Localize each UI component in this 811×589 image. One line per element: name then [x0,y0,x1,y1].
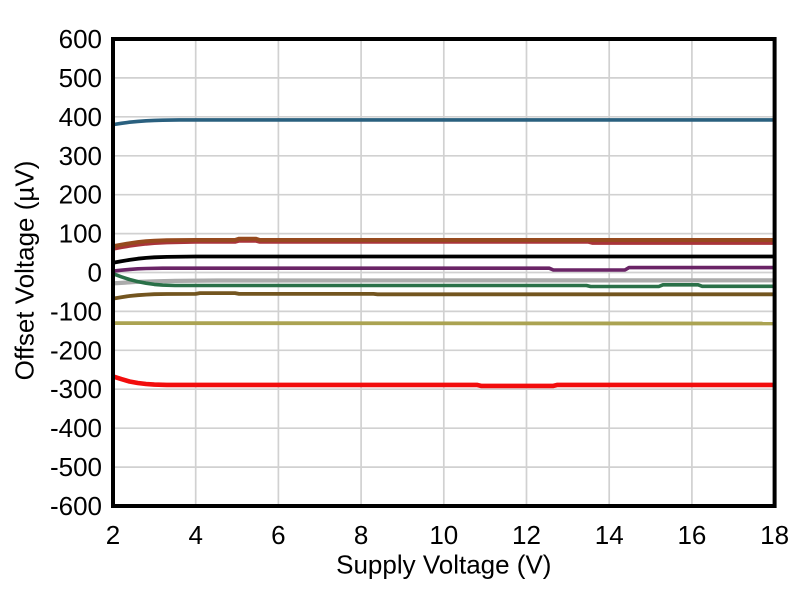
svg-text:10: 10 [429,520,458,550]
svg-text:4: 4 [188,520,202,550]
svg-text:600: 600 [59,24,102,54]
svg-text:-600: -600 [50,491,102,521]
svg-text:-100: -100 [50,296,102,326]
svg-text:12: 12 [512,520,541,550]
svg-text:400: 400 [59,102,102,132]
svg-text:14: 14 [595,520,624,550]
svg-text:0: 0 [88,258,102,288]
svg-text:-300: -300 [50,374,102,404]
svg-text:Supply Voltage (V): Supply Voltage (V) [336,550,551,580]
svg-text:200: 200 [59,180,102,210]
svg-text:6: 6 [271,520,285,550]
svg-text:Offset Voltage (µV): Offset Voltage (µV) [10,161,40,381]
svg-text:-200: -200 [50,335,102,365]
svg-text:8: 8 [354,520,368,550]
svg-text:300: 300 [59,141,102,171]
svg-text:2: 2 [106,520,120,550]
svg-text:100: 100 [59,219,102,249]
svg-text:16: 16 [677,520,706,550]
svg-text:-500: -500 [50,452,102,482]
svg-text:18: 18 [760,520,789,550]
svg-text:500: 500 [59,63,102,93]
svg-text:-400: -400 [50,413,102,443]
